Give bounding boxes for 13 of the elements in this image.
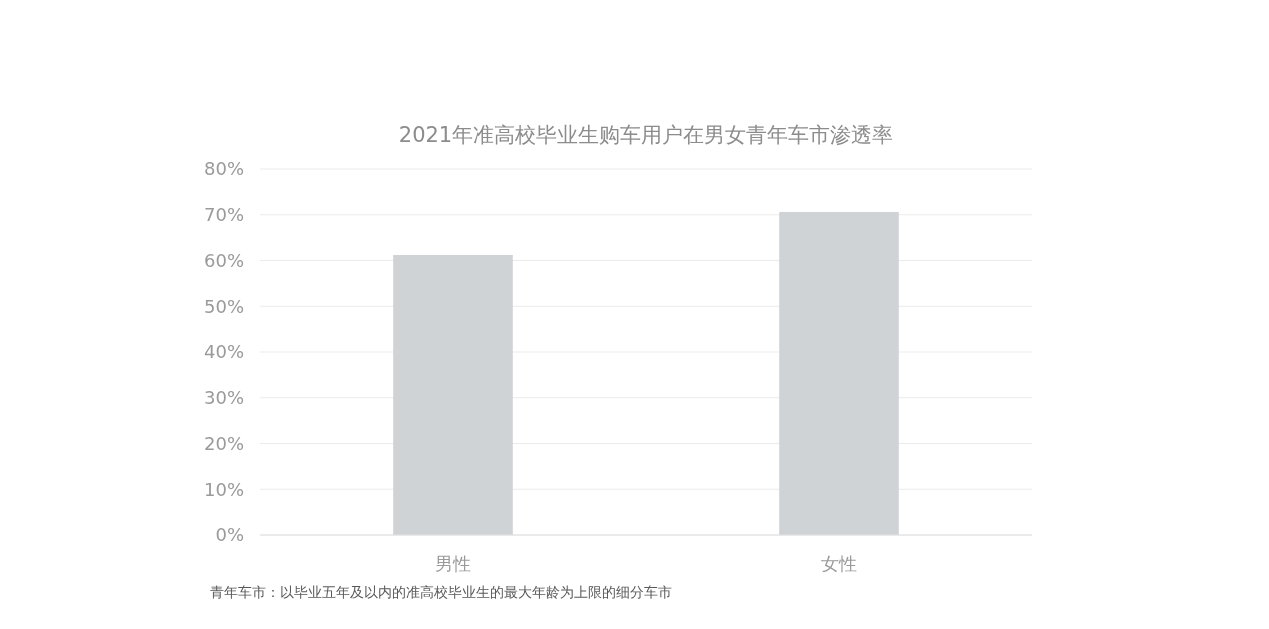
x-tick-label: 女性 xyxy=(821,553,857,574)
y-tick-label: 70% xyxy=(203,204,244,226)
x-tick-label: 男性 xyxy=(435,553,471,574)
y-tick-label: 30% xyxy=(203,387,244,409)
y-tick-label: 10% xyxy=(203,478,244,500)
y-tick-label: 0% xyxy=(215,524,244,546)
text: 青年车市：以毕业五年及以内的准高校毕业生的最大年龄为上限的细分车市 xyxy=(210,584,672,600)
y-tick-label: 20% xyxy=(203,432,244,454)
y-tick-label: 50% xyxy=(203,295,244,317)
chart-title: 2021年准高校毕业生购车用户在男女青年车市渗透率 xyxy=(398,123,894,147)
y-tick-label: 40% xyxy=(203,341,244,363)
y-tick-label: 60% xyxy=(203,249,244,271)
y-tick-label: 80% xyxy=(203,158,244,180)
